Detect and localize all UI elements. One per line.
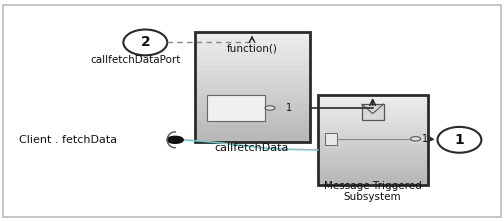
Ellipse shape (123, 30, 167, 55)
FancyBboxPatch shape (325, 133, 337, 145)
FancyBboxPatch shape (318, 144, 427, 149)
FancyBboxPatch shape (318, 95, 427, 100)
FancyBboxPatch shape (195, 131, 310, 136)
Text: 1: 1 (421, 134, 428, 144)
Text: Message Triggered
Subsystem: Message Triggered Subsystem (324, 181, 421, 202)
FancyBboxPatch shape (195, 93, 310, 98)
FancyBboxPatch shape (318, 135, 427, 140)
FancyBboxPatch shape (195, 32, 310, 38)
Text: 1: 1 (455, 133, 464, 147)
FancyBboxPatch shape (318, 171, 427, 176)
Text: 2: 2 (141, 36, 150, 50)
FancyBboxPatch shape (195, 38, 310, 44)
FancyBboxPatch shape (318, 176, 427, 180)
FancyBboxPatch shape (195, 65, 310, 71)
Text: function(): function() (227, 43, 277, 54)
Circle shape (411, 137, 420, 141)
FancyBboxPatch shape (207, 95, 265, 121)
Text: Client . fetchData: Client . fetchData (19, 135, 117, 145)
FancyBboxPatch shape (195, 103, 310, 109)
FancyBboxPatch shape (318, 122, 427, 126)
FancyBboxPatch shape (318, 153, 427, 158)
FancyBboxPatch shape (195, 60, 310, 65)
FancyBboxPatch shape (318, 126, 427, 131)
FancyBboxPatch shape (195, 125, 310, 131)
FancyBboxPatch shape (195, 109, 310, 115)
FancyBboxPatch shape (318, 167, 427, 171)
Circle shape (167, 136, 183, 143)
FancyBboxPatch shape (195, 120, 310, 125)
FancyBboxPatch shape (318, 104, 427, 109)
FancyBboxPatch shape (195, 44, 310, 49)
Text: callfetchData: callfetchData (215, 143, 289, 153)
FancyBboxPatch shape (195, 136, 310, 142)
FancyBboxPatch shape (318, 158, 427, 162)
FancyBboxPatch shape (318, 113, 427, 117)
FancyBboxPatch shape (195, 98, 310, 103)
FancyBboxPatch shape (318, 140, 427, 144)
FancyBboxPatch shape (318, 100, 427, 104)
FancyBboxPatch shape (318, 109, 427, 113)
FancyBboxPatch shape (362, 104, 384, 120)
FancyBboxPatch shape (195, 49, 310, 54)
FancyBboxPatch shape (195, 87, 310, 93)
FancyBboxPatch shape (318, 131, 427, 135)
FancyBboxPatch shape (195, 54, 310, 60)
Circle shape (265, 106, 275, 110)
FancyBboxPatch shape (195, 82, 310, 87)
Text: callfetchDataPort: callfetchDataPort (90, 55, 180, 65)
Text: 1: 1 (286, 103, 292, 113)
Ellipse shape (437, 127, 481, 153)
FancyBboxPatch shape (318, 180, 427, 184)
FancyBboxPatch shape (318, 117, 427, 122)
FancyBboxPatch shape (318, 149, 427, 153)
FancyBboxPatch shape (195, 71, 310, 76)
FancyBboxPatch shape (195, 76, 310, 82)
FancyBboxPatch shape (318, 162, 427, 167)
FancyBboxPatch shape (195, 115, 310, 120)
FancyBboxPatch shape (3, 5, 501, 217)
